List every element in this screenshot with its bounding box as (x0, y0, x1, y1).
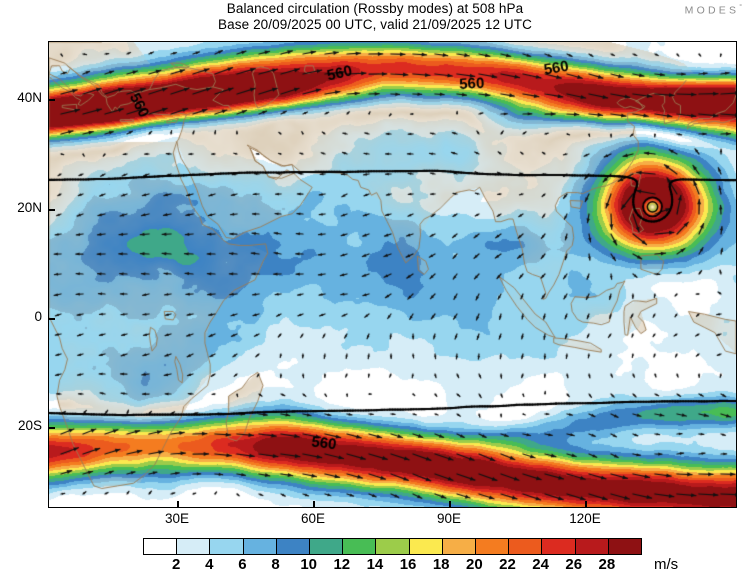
colorbar-tick: 24 (532, 556, 549, 573)
map-plot-area (48, 41, 737, 508)
y-axis-tick (48, 318, 55, 320)
y-axis-tick (48, 99, 55, 101)
colorbar-swatch (343, 539, 377, 554)
x-axis-label: 120E (569, 511, 601, 526)
colorbar-swatch (210, 539, 244, 554)
x-axis-label: 60E (300, 511, 326, 526)
colorbar-tick: 26 (565, 556, 583, 573)
colorbar-tick: 12 (333, 556, 351, 573)
colorbar-tick: 6 (238, 556, 247, 573)
modes-logo-mark: ° (739, 4, 742, 11)
colorbar-unit-label: m/s (654, 556, 679, 573)
colorbar-tick: 4 (205, 556, 214, 573)
colorbar-swatches (143, 538, 642, 555)
colorbar-swatch (177, 539, 211, 554)
colorbar-swatch (542, 539, 576, 554)
x-axis-label: 90E (436, 511, 462, 526)
colorbar-tick: 28 (598, 556, 616, 573)
x-axis-label: 30E (164, 511, 190, 526)
y-axis-label: 20S (17, 418, 42, 433)
chart-subtitle: Base 20/09/2025 00 UTC, valid 21/09/2025… (218, 17, 532, 32)
map-canvas (49, 42, 736, 507)
colorbar-swatch (442, 539, 477, 554)
colorbar-tick: 14 (366, 556, 384, 573)
y-axis-tick (48, 427, 55, 429)
colorbar (143, 538, 642, 555)
colorbar-tick: 16 (399, 556, 417, 573)
colorbar-swatch (144, 539, 178, 554)
y-axis-tick (48, 209, 55, 211)
colorbar-swatch (509, 539, 543, 554)
chart-title-block: Balanced circulation (Rossby modes) at 5… (0, 1, 750, 33)
y-axis-label: 0 (34, 309, 42, 324)
colorbar-swatch (276, 539, 311, 554)
colorbar-swatch (409, 539, 443, 554)
modes-logo: MODES° (685, 4, 742, 17)
x-axis-tick (449, 501, 451, 508)
colorbar-tick: 8 (271, 556, 280, 573)
colorbar-swatch (608, 539, 642, 554)
chart-title: Balanced circulation (Rossby modes) at 5… (226, 1, 524, 16)
colorbar-tick: 22 (499, 556, 516, 573)
modes-logo-text: MODES (684, 4, 740, 17)
colorbar-swatch (310, 539, 344, 554)
colorbar-tick-labels: 2 4 6 8 10 12 14 16 18 20 22 24 26 28 (143, 556, 643, 574)
y-axis-label: 40N (17, 90, 42, 105)
colorbar-swatch (243, 539, 277, 554)
colorbar-tick: 18 (432, 556, 450, 573)
colorbar-swatch (376, 539, 410, 554)
colorbar-swatch (575, 539, 609, 554)
y-axis-label: 20N (17, 200, 42, 215)
colorbar-tick: 10 (300, 556, 317, 573)
colorbar-tick: 20 (465, 556, 483, 573)
colorbar-swatch (476, 539, 510, 554)
x-axis-tick (313, 501, 315, 508)
x-axis-tick (585, 501, 587, 508)
x-axis-tick (177, 501, 179, 508)
colorbar-tick: 2 (171, 556, 181, 573)
